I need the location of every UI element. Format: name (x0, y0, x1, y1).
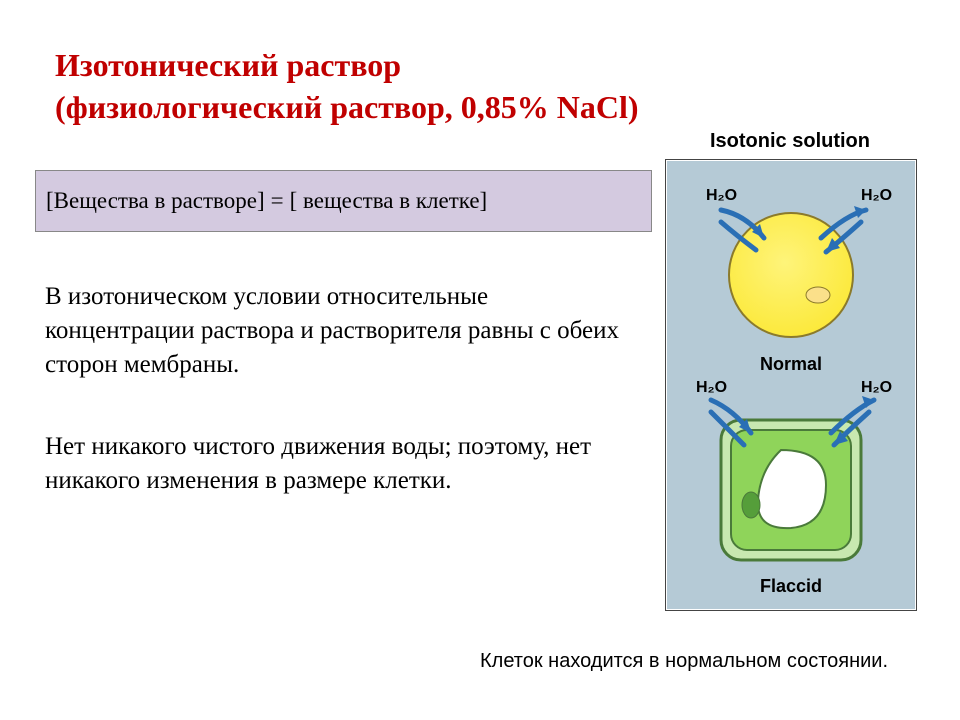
formula-box: [Вещества в растворе] = [ вещества в кле… (35, 170, 652, 232)
isotonic-diagram: Isotonic solution (665, 130, 915, 616)
plant-chloroplast (742, 492, 760, 518)
paragraph-2: Нет никакого чистого движения воды; поэт… (45, 430, 620, 498)
page-title: Изотонический раствор (физиологический р… (55, 45, 645, 128)
animal-cell-nucleus (806, 287, 830, 303)
plant-cell-label: Flaccid (760, 576, 822, 596)
h2o-label-tl: H₂O (706, 187, 737, 204)
formula-lhs: [Вещества в растворе] (46, 188, 265, 214)
animal-cell-label: Normal (760, 354, 822, 374)
formula-eq: = (271, 188, 284, 214)
h2o-label-br: H₂O (861, 379, 892, 396)
paragraph-1: В изотоническом условии относительные ко… (45, 280, 620, 381)
h2o-label-bl: H₂O (696, 379, 727, 396)
diagram-svg: H₂O H₂O Normal H₂O H₂O Flaccid (665, 159, 917, 611)
bottom-caption: Клеток находится в нормальном состоянии. (480, 650, 888, 673)
animal-cell-body (729, 213, 853, 337)
h2o-label-tr: H₂O (861, 187, 892, 204)
formula-rhs: [ вещества в клетке] (290, 188, 488, 214)
diagram-heading: Isotonic solution (665, 130, 915, 153)
